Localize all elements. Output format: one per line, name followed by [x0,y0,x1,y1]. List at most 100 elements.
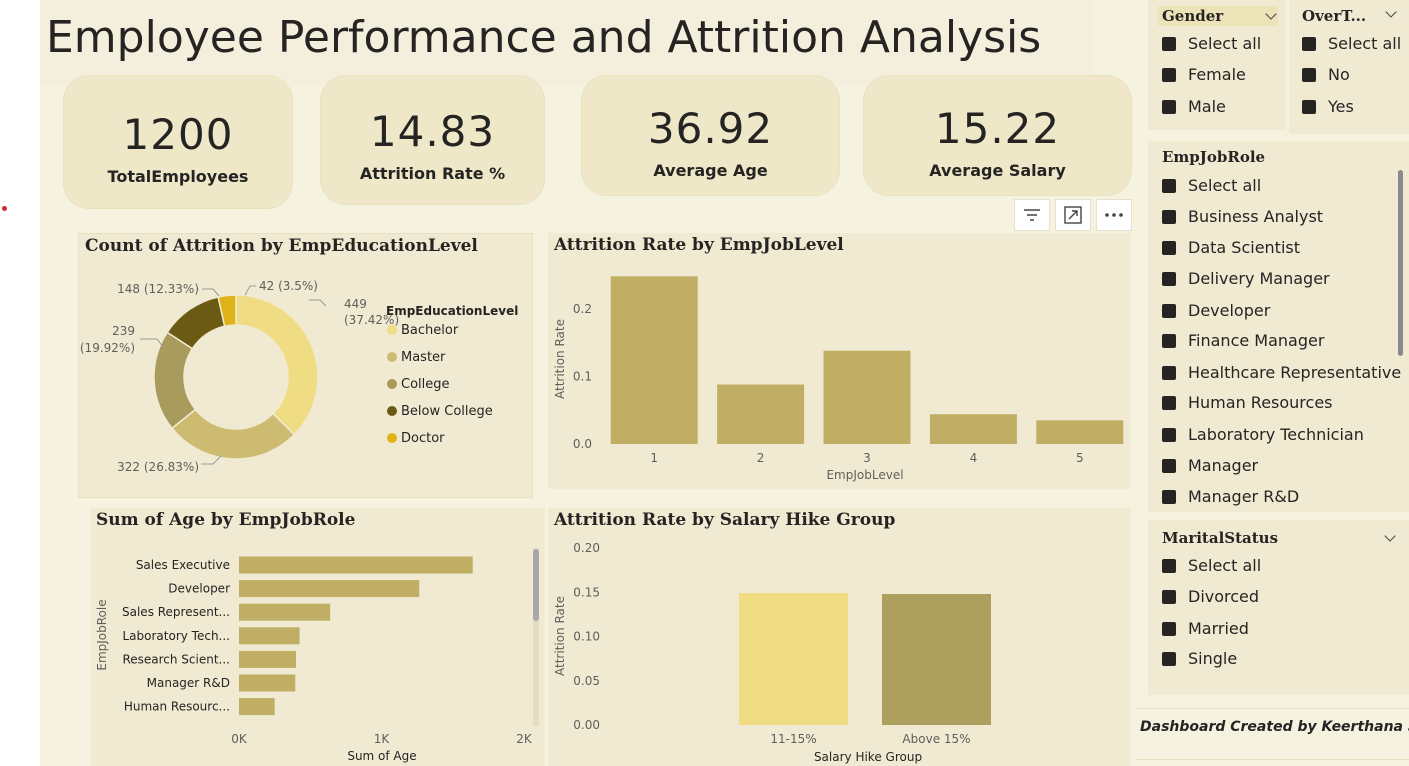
checkbox[interactable] [1162,458,1176,473]
slicer-option[interactable]: Select all [1162,556,1261,575]
slicer-option[interactable]: Laboratory Technician [1162,425,1364,444]
slicer-option[interactable]: Manager [1162,456,1258,475]
age-by-role-chart-card[interactable]: Sum of Age by EmpJobRole Sales Executive… [91,508,545,766]
kpi-value: 14.83 [369,107,496,156]
slicer-option[interactable]: Male [1162,97,1226,116]
chevron-down-icon[interactable] [1385,6,1397,18]
footer-credit: Dashboard Created by Keerthana S [1140,719,1409,735]
marital-slicer[interactable]: MaritalStatus Select all Divorced Marrie… [1148,520,1409,695]
filter-button[interactable] [1014,199,1050,231]
legend-title: EmpEducationLevel [386,304,518,318]
x-tick-label: 5 [1076,451,1084,465]
slicer-option[interactable]: Human Resources [1162,393,1333,412]
checkbox[interactable] [1162,589,1176,604]
focus-mode-button[interactable] [1055,199,1091,231]
bar [239,674,296,692]
legend-marker [387,433,397,443]
donut-slice [217,294,237,328]
x-tick-label: 1K [374,732,391,746]
checkbox[interactable] [1302,67,1316,82]
more-options-button[interactable] [1096,199,1132,231]
slicer-option[interactable]: Select all [1302,34,1401,53]
checkbox[interactable] [1162,395,1176,410]
checkbox[interactable] [1162,209,1176,224]
slicer-header[interactable] [1158,6,1278,26]
x-tick-label: Above 15% [902,732,970,746]
bar [717,384,805,444]
slicer-option[interactable]: Delivery Manager [1162,269,1330,288]
checkbox[interactable] [1162,333,1176,348]
option-label: No [1328,65,1350,84]
option-label: Male [1188,97,1226,116]
slicer-option[interactable]: Single [1162,649,1237,668]
option-label: Select all [1188,176,1262,195]
checkbox[interactable] [1162,67,1176,82]
page-title: Employee Performance and Attrition Analy… [46,12,1042,63]
x-tick-label: 3 [863,451,871,465]
y-axis-title: EmpJobRole [95,599,109,670]
checkbox[interactable] [1302,99,1316,114]
leader-line [140,338,164,348]
slicer-option[interactable]: Divorced [1162,587,1259,606]
chart-title: Attrition Rate by EmpJobLevel [554,235,844,255]
slicer-option[interactable]: Data Scientist [1162,238,1300,257]
checkbox[interactable] [1162,303,1176,318]
slicer-option[interactable]: No [1302,65,1350,84]
legend-marker [387,352,397,362]
slicer-title: OverT... [1302,7,1367,25]
checkbox[interactable] [1162,489,1176,504]
slicer-option[interactable]: Manager R&D [1162,487,1299,506]
checkbox[interactable] [1162,36,1176,51]
checkbox[interactable] [1162,99,1176,114]
slicer-option[interactable]: Finance Manager [1162,331,1324,350]
x-tick-label: 2K [516,732,533,746]
checkbox[interactable] [1162,651,1176,666]
option-label: Yes [1328,97,1354,116]
checkbox[interactable] [1302,36,1316,51]
checkbox[interactable] [1162,365,1176,380]
legend-label: Below College [401,404,493,419]
kpi-label: Average Salary [929,161,1066,180]
gender-slicer[interactable]: Gender Select all Female Male [1148,0,1286,130]
joblevel-chart-card[interactable]: Attrition Rate by EmpJobLevel 0.0 0.1 0.2 1… [548,233,1131,489]
y-tick-label: 0.0 [573,437,592,451]
option-label: Delivery Manager [1188,269,1330,288]
kpi-label: TotalEmployees [107,167,249,186]
checkbox[interactable] [1162,271,1176,286]
slicer-option[interactable]: Married [1162,619,1249,638]
checkbox[interactable] [1162,621,1176,636]
salary-hike-chart-card[interactable]: Attrition Rate by Salary Hike Group 0.00… [548,508,1131,766]
slicer-option[interactable]: Yes [1302,97,1354,116]
x-tick-label: 11-15% [770,732,816,746]
kpi-card-total-employees[interactable]: 1200 TotalEmployees [63,75,293,209]
kpi-card-average-salary[interactable]: 15.22 Average Salary [863,75,1132,196]
leader-line [202,288,220,297]
bar [239,627,300,645]
checkbox[interactable] [1162,558,1176,573]
y-tick-label: Developer [168,582,230,596]
scrollbar[interactable] [1398,170,1403,356]
checkbox[interactable] [1162,240,1176,255]
y-tick-label: Laboratory Tech... [122,629,230,643]
checkbox[interactable] [1162,427,1176,442]
kpi-card-attrition-rate[interactable]: 14.83 Attrition Rate % [320,75,545,205]
more-options-icon [1105,213,1123,217]
slicer-option[interactable]: Business Analyst [1162,207,1323,226]
slicer-option[interactable]: Developer [1162,301,1270,320]
scrollbar-thumb [533,549,539,621]
salary-hike-bar-chart: 0.00 0.05 0.10 0.15 0.20 11-15% Above 15% Salar… [553,541,991,764]
option-label: Manager [1188,456,1259,475]
jobrole-slicer[interactable]: EmpJobRole Select all Business Analyst Dat… [1148,141,1409,512]
bar [882,594,991,725]
y-tick-label: Research Scient... [122,652,230,666]
slicer-option[interactable]: Healthcare Representative [1162,363,1401,382]
donut-chart-card[interactable]: Count of Attrition by EmpEducationLevel … [78,233,533,498]
slicer-option[interactable]: Female [1162,65,1246,84]
kpi-card-average-age[interactable]: 36.92 Average Age [581,75,840,196]
overtime-slicer[interactable]: OverT... Select all No Yes [1289,0,1409,134]
slicer-option[interactable]: Select all [1162,34,1261,53]
checkbox[interactable] [1162,178,1176,193]
kpi-value: 36.92 [647,104,774,153]
slicer-option[interactable]: Select all [1162,176,1261,195]
chevron-down-icon[interactable] [1384,530,1396,542]
